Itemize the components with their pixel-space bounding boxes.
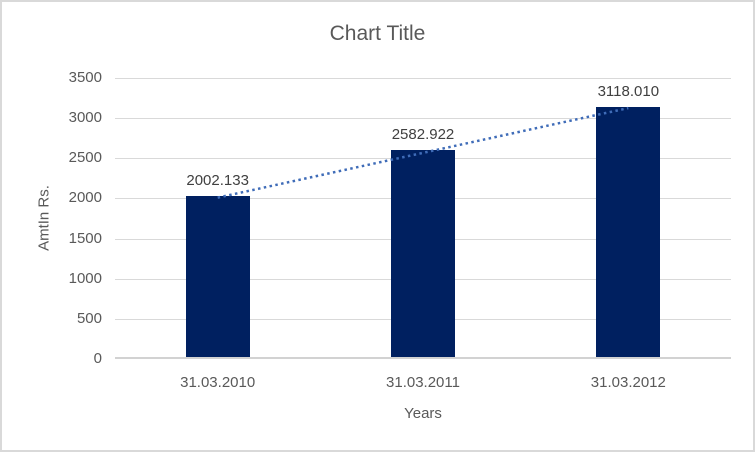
y-tick-label: 2000 xyxy=(68,189,102,207)
plot-area: 2002.133 2582.922 3118.010 xyxy=(115,78,731,359)
bar xyxy=(185,196,250,357)
bar xyxy=(391,149,455,357)
chart-title: Chart Title xyxy=(329,22,426,45)
gridline xyxy=(115,78,731,79)
trendline-path xyxy=(217,106,629,199)
gridline xyxy=(115,118,731,120)
y-tick-label: 1000 xyxy=(68,269,102,287)
y-tick-label: 2500 xyxy=(68,149,102,167)
y-tick-label: 0 xyxy=(93,350,102,367)
x-tick-label: 31.03.2010 xyxy=(180,374,256,391)
data-label: 2002.133 xyxy=(186,172,249,190)
y-tick-label: 500 xyxy=(76,309,102,327)
data-label: 2582.922 xyxy=(391,125,455,143)
x-tick-label: 31.03.2011 xyxy=(386,374,460,391)
data-label: 3118.010 xyxy=(597,82,660,100)
x-tick-label: 31.03.2012 xyxy=(590,374,666,391)
trendline xyxy=(217,106,629,199)
y-tick-label: 3500 xyxy=(68,69,102,86)
bar xyxy=(596,106,661,357)
y-tick-label: 1500 xyxy=(68,229,102,247)
x-axis-title: Years xyxy=(404,405,442,422)
y-tick-label: 3000 xyxy=(68,109,102,127)
